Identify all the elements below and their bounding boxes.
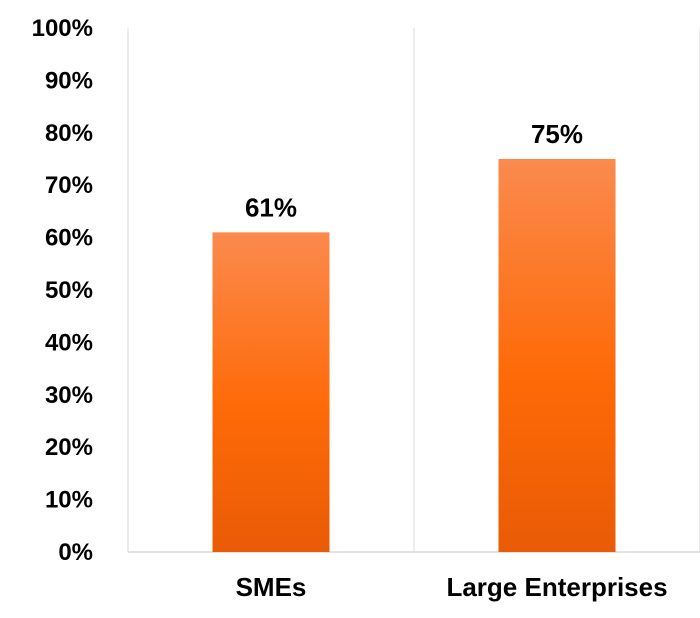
category-label: Large Enterprises: [446, 572, 667, 602]
bars: [212, 159, 616, 553]
y-tick-label: 80%: [45, 120, 93, 147]
data-label: 61%: [245, 192, 297, 222]
bar-smes: [212, 232, 330, 553]
category-labels: SMEs Large Enterprises: [236, 572, 668, 602]
data-labels: 61% 75%: [245, 119, 583, 222]
data-label: 75%: [531, 119, 583, 149]
y-tick-label: 40%: [45, 329, 93, 356]
bar-large-enterprises: [498, 159, 616, 552]
y-tick-label: 90%: [45, 67, 93, 94]
y-tick-label: 50%: [45, 277, 93, 304]
category-label: SMEs: [236, 572, 307, 602]
y-tick-label: 70%: [45, 172, 93, 199]
y-tick-label: 30%: [45, 382, 93, 409]
y-tick-label: 0%: [58, 539, 93, 566]
y-tick-label: 10%: [45, 487, 93, 514]
y-tick-label: 20%: [45, 434, 93, 461]
y-tick-label: 100%: [32, 15, 93, 42]
y-tick-label: 60%: [45, 225, 93, 252]
y-axis-ticks: 0% 10% 20% 30% 40% 50% 60% 70% 80% 90% 100%: [32, 15, 93, 566]
